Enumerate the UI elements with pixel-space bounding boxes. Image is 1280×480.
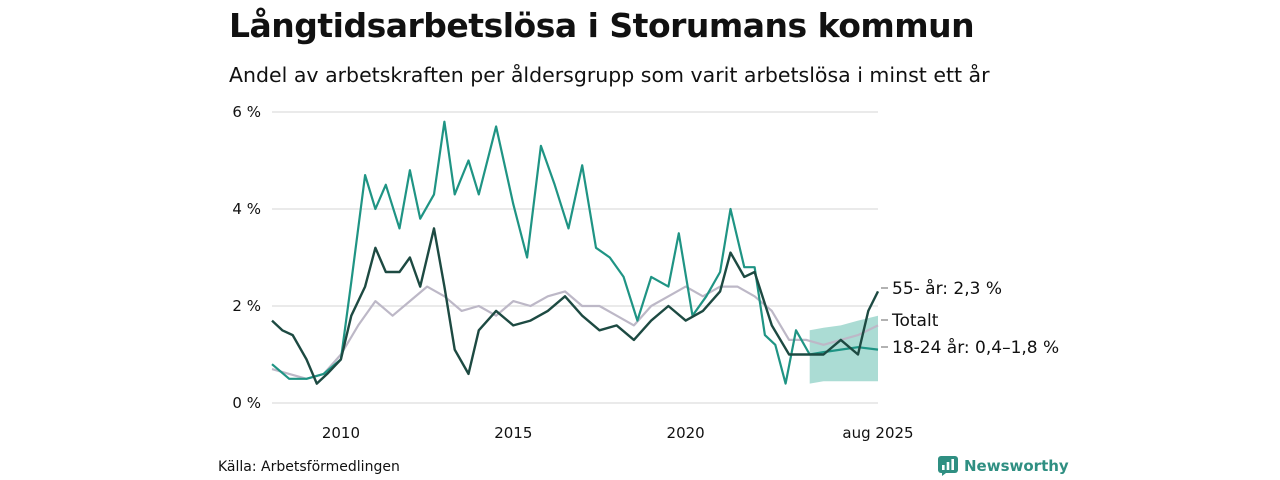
x-tick-label: 2010: [322, 424, 360, 442]
series-lines: [271, 120, 880, 385]
series-line-youth: [271, 120, 879, 385]
x-tick-label: 2020: [667, 424, 705, 442]
bar-chart-icon: [938, 456, 958, 476]
y-tick-label: 4 %: [232, 200, 261, 218]
series-line-total: [271, 285, 879, 380]
grid: [272, 111, 878, 404]
end-label-youth: 18-24 år: 0,4–1,8 %: [892, 337, 1059, 358]
source-note: Källa: Arbetsförmedlingen: [218, 459, 400, 475]
chart-subtitle: Andel av arbetskraften per åldersgrupp s…: [229, 63, 990, 87]
x-axis: 2010 2015 2020 aug 2025: [322, 424, 914, 442]
end-labels: Totalt 18-24 år: 0,4–1,8 % 55- år: 2,3 %: [881, 278, 1059, 358]
end-label-total: Totalt: [891, 311, 939, 331]
y-axis: 0 % 2 % 4 % 6 %: [232, 103, 261, 412]
x-tick-label: 2015: [494, 424, 532, 442]
brand-logo: Newsworthy: [938, 456, 1069, 476]
brand-name: Newsworthy: [964, 457, 1069, 475]
series-line-older: [271, 227, 880, 385]
y-tick-label: 0 %: [232, 394, 261, 412]
x-tick-label: aug 2025: [842, 424, 913, 442]
y-tick-label: 6 %: [232, 103, 261, 121]
y-tick-label: 2 %: [232, 297, 261, 315]
end-label-older: 55- år: 2,3 %: [892, 278, 1002, 299]
chart-title: Långtidsarbetslösa i Storumans kommun: [229, 6, 975, 45]
